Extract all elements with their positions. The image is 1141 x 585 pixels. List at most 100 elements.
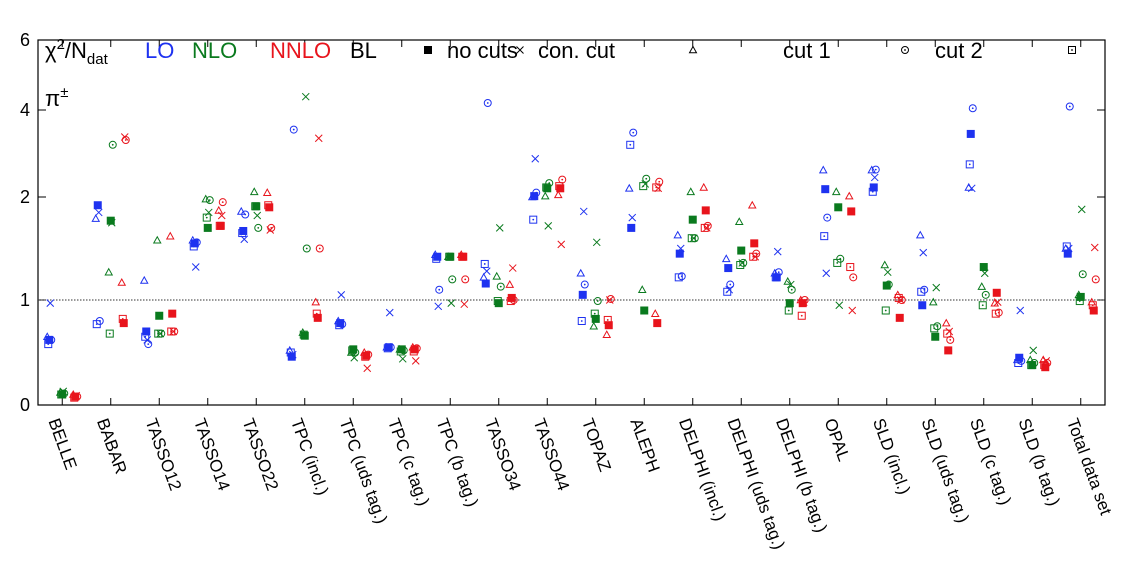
marker <box>57 390 66 399</box>
marker-part <box>118 314 127 323</box>
marker-part <box>593 297 602 306</box>
marker <box>770 268 780 277</box>
marker <box>797 311 806 320</box>
marker-part <box>480 259 489 268</box>
marker <box>1014 359 1023 367</box>
marker-part <box>141 332 150 341</box>
marker <box>395 344 405 353</box>
marker <box>540 191 550 200</box>
marker <box>627 223 636 232</box>
marker <box>724 264 733 273</box>
marker-dot <box>981 304 984 307</box>
marker-part <box>555 182 564 191</box>
marker <box>676 244 685 253</box>
marker-dot <box>218 224 221 227</box>
marker <box>202 213 211 222</box>
marker-part <box>496 282 505 291</box>
marker <box>1041 363 1050 372</box>
marker <box>592 238 601 247</box>
marker <box>930 324 939 333</box>
marker-dot <box>971 107 974 110</box>
marker <box>336 319 345 328</box>
marker-dot <box>60 393 63 396</box>
legend-marker <box>516 46 524 54</box>
x-tick-label: TASSO22 <box>238 416 282 493</box>
marker-dot <box>800 314 803 317</box>
marker-dot <box>658 180 661 183</box>
marker <box>432 254 441 263</box>
marker-part <box>189 242 198 251</box>
marker-dot <box>777 271 780 274</box>
marker <box>46 299 55 308</box>
marker <box>315 244 324 253</box>
marker-dot <box>318 247 321 250</box>
marker-part <box>629 128 638 137</box>
marker-dot <box>774 276 777 279</box>
marker <box>579 207 588 216</box>
marker-part <box>930 324 939 333</box>
marker-dot <box>532 218 535 221</box>
marker <box>849 273 858 282</box>
marker <box>479 272 489 281</box>
x-tick-label: SLD (uds tag.) <box>917 416 972 525</box>
marker <box>262 188 272 196</box>
marker-part <box>108 140 117 149</box>
marker-dot <box>609 298 612 300</box>
marker-dot <box>887 283 890 286</box>
marker-part <box>483 99 492 107</box>
marker <box>884 280 893 289</box>
marker <box>978 301 987 310</box>
marker-part <box>901 46 909 54</box>
marker <box>1025 355 1035 364</box>
marker-dot <box>739 264 742 266</box>
marker <box>796 295 806 304</box>
marker <box>411 357 420 365</box>
marker <box>944 346 953 355</box>
marker <box>117 277 127 286</box>
marker <box>167 327 176 336</box>
marker-part <box>736 260 745 269</box>
marker-dot <box>690 237 693 240</box>
marker <box>931 332 940 341</box>
title-part: dat <box>87 51 109 68</box>
marker <box>979 263 988 272</box>
marker-dot <box>583 283 586 286</box>
marker <box>482 267 491 276</box>
marker-part <box>238 229 247 238</box>
marker <box>653 319 662 328</box>
marker-dot <box>752 255 755 258</box>
marker <box>773 247 782 256</box>
marker-part <box>167 327 176 336</box>
marker-part <box>302 244 311 253</box>
marker <box>835 301 844 310</box>
marker-dot <box>823 235 826 238</box>
marker-dot <box>292 128 295 131</box>
marker <box>461 275 470 284</box>
marker-dot <box>1094 278 1097 281</box>
marker-part <box>205 196 214 205</box>
marker-part <box>603 315 612 324</box>
marker <box>966 129 975 138</box>
x-tick-label: TPC (c tag.) <box>384 416 433 509</box>
marker <box>168 309 177 318</box>
marker <box>883 268 892 277</box>
marker-dot <box>157 332 160 335</box>
marker <box>189 242 198 251</box>
marker <box>699 182 709 191</box>
marker-dot <box>920 290 923 293</box>
marker <box>191 263 200 271</box>
x-tick-label: TPC (incl.) <box>287 416 332 498</box>
marker <box>928 297 938 306</box>
x-tick-label: SLD (c tag.) <box>966 416 1015 508</box>
marker <box>701 206 710 215</box>
marker <box>689 234 698 243</box>
marker-part <box>981 290 990 299</box>
marker-dot <box>386 347 389 350</box>
marker <box>590 309 599 318</box>
marker <box>593 297 602 306</box>
title-part: 2 <box>57 36 65 53</box>
legend-label: no cuts <box>447 38 518 63</box>
marker-part <box>626 140 635 149</box>
marker <box>747 200 757 209</box>
marker-dot <box>144 335 147 338</box>
